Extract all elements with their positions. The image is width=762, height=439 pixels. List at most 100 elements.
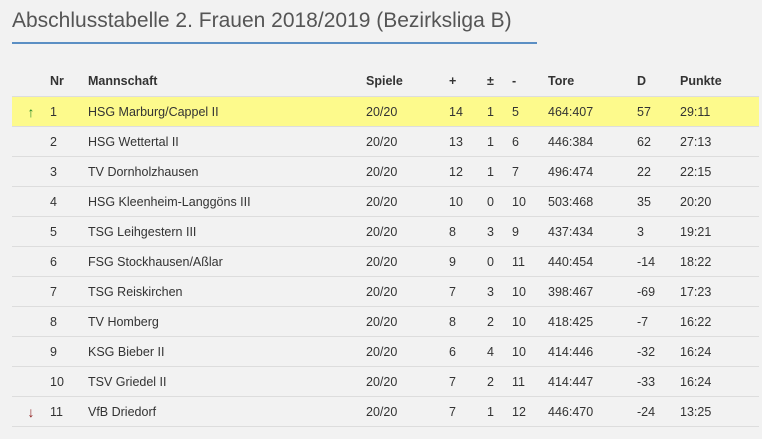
cell-nr: 10 [50, 366, 88, 397]
cell-goals: 503:468 [548, 186, 637, 217]
cell-plus-minus: 2 [487, 366, 512, 397]
cell-team: HSG Marburg/Cappel II [88, 96, 366, 127]
cell-trend [12, 306, 50, 337]
table-row: 5 TSG Leihgestern III 20/20 8 3 9 437:434 3 19:2… [12, 216, 759, 247]
cell-team: TSG Leihgestern III [88, 216, 366, 247]
cell-diff: 22 [637, 156, 680, 187]
cell-games: 20/20 [366, 396, 449, 427]
header-plus: + [449, 66, 487, 97]
cell-games: 20/20 [366, 276, 449, 307]
cell-trend [12, 276, 50, 307]
table-header-row: Nr Mannschaft Spiele + ± - Tore D Punkte [12, 66, 759, 97]
cell-plus: 10 [449, 186, 487, 217]
cell-plus: 14 [449, 96, 487, 127]
table-row: 8 TV Homberg 20/20 8 2 10 418:425 -7 16:22 [12, 306, 759, 337]
cell-plus-minus: 4 [487, 336, 512, 367]
cell-games: 20/20 [366, 216, 449, 247]
cell-team: FSG Stockhausen/Aßlar [88, 246, 366, 277]
cell-plus: 6 [449, 336, 487, 367]
table-row: 9 KSG Bieber II 20/20 6 4 10 414:446 -32 16:24 [12, 336, 759, 367]
table-row: 4 HSG Kleenheim-Langgöns III 20/20 10 0 10 503… [12, 186, 759, 217]
table-row: ↓ 11 VfB Driedorf 20/20 7 1 12 446:470 -24 13:25 [12, 396, 759, 427]
cell-points: 16:24 [680, 336, 759, 367]
header-diff: D [637, 66, 680, 97]
cell-diff: -32 [637, 336, 680, 367]
cell-minus: 10 [512, 306, 548, 337]
cell-minus: 12 [512, 396, 548, 427]
cell-points: 27:13 [680, 126, 759, 157]
cell-games: 20/20 [366, 156, 449, 187]
cell-nr: 7 [50, 276, 88, 307]
cell-trend [12, 246, 50, 277]
cell-nr: 1 [50, 96, 88, 127]
page-title: Abschlusstabelle 2. Frauen 2018/2019 (Be… [12, 9, 512, 32]
cell-minus: 10 [512, 186, 548, 217]
cell-games: 20/20 [366, 336, 449, 367]
cell-minus: 7 [512, 156, 548, 187]
cell-nr: 3 [50, 156, 88, 187]
cell-goals: 398:467 [548, 276, 637, 307]
cell-diff: -14 [637, 246, 680, 277]
cell-diff: 35 [637, 186, 680, 217]
cell-points: 29:11 [680, 96, 759, 127]
cell-team: HSG Kleenheim-Langgöns III [88, 186, 366, 217]
cell-plus-minus: 3 [487, 216, 512, 247]
cell-plus-minus: 1 [487, 96, 512, 127]
cell-trend: ↓ [12, 396, 50, 427]
header-trend [12, 66, 50, 97]
cell-points: 17:23 [680, 276, 759, 307]
cell-minus: 6 [512, 126, 548, 157]
cell-trend [12, 156, 50, 187]
cell-goals: 440:454 [548, 246, 637, 277]
cell-team: KSG Bieber II [88, 336, 366, 367]
title-underline [12, 42, 537, 44]
table-row: 10 TSV Griedel II 20/20 7 2 11 414:447 -33 16:24 [12, 366, 759, 397]
cell-diff: 57 [637, 96, 680, 127]
cell-goals: 414:446 [548, 336, 637, 367]
cell-points: 19:21 [680, 216, 759, 247]
cell-plus-minus: 0 [487, 246, 512, 277]
arrow-down-icon: ↓ [27, 403, 35, 420]
table-row: 3 TV Dornholzhausen 20/20 12 1 7 496:474 22 22:1… [12, 156, 759, 187]
cell-goals: 437:434 [548, 216, 637, 247]
cell-goals: 446:470 [548, 396, 637, 427]
cell-plus: 12 [449, 156, 487, 187]
cell-diff: -69 [637, 276, 680, 307]
standings-table: Nr Mannschaft Spiele + ± - Tore D Punkte… [12, 66, 759, 427]
cell-team: TSG Reiskirchen [88, 276, 366, 307]
cell-points: 16:22 [680, 306, 759, 337]
cell-plus: 8 [449, 306, 487, 337]
cell-points: 18:22 [680, 246, 759, 277]
cell-nr: 4 [50, 186, 88, 217]
cell-nr: 6 [50, 246, 88, 277]
cell-nr: 9 [50, 336, 88, 367]
cell-goals: 464:407 [548, 96, 637, 127]
cell-trend [12, 216, 50, 247]
table-row: 2 HSG Wettertal II 20/20 13 1 6 446:384 62 27:13 [12, 126, 759, 157]
cell-trend: ↑ [12, 96, 50, 127]
cell-games: 20/20 [366, 306, 449, 337]
cell-trend [12, 186, 50, 217]
cell-games: 20/20 [366, 246, 449, 277]
cell-plus-minus: 1 [487, 396, 512, 427]
cell-trend [12, 336, 50, 367]
header-nr: Nr [50, 66, 88, 97]
cell-plus-minus: 3 [487, 276, 512, 307]
cell-minus: 11 [512, 246, 548, 277]
cell-goals: 496:474 [548, 156, 637, 187]
cell-games: 20/20 [366, 126, 449, 157]
cell-diff: -24 [637, 396, 680, 427]
header-plus-minus: ± [487, 66, 512, 97]
title-block: Abschlusstabelle 2. Frauen 2018/2019 (Be… [12, 8, 512, 40]
cell-goals: 418:425 [548, 306, 637, 337]
header-points: Punkte [680, 66, 759, 97]
cell-plus: 7 [449, 366, 487, 397]
table-row: 6 FSG Stockhausen/Aßlar 20/20 9 0 11 440:454 -1… [12, 246, 759, 277]
cell-plus-minus: 0 [487, 186, 512, 217]
cell-plus: 7 [449, 396, 487, 427]
cell-points: 20:20 [680, 186, 759, 217]
cell-nr: 8 [50, 306, 88, 337]
cell-diff: -33 [637, 366, 680, 397]
cell-diff: -7 [637, 306, 680, 337]
cell-minus: 9 [512, 216, 548, 247]
